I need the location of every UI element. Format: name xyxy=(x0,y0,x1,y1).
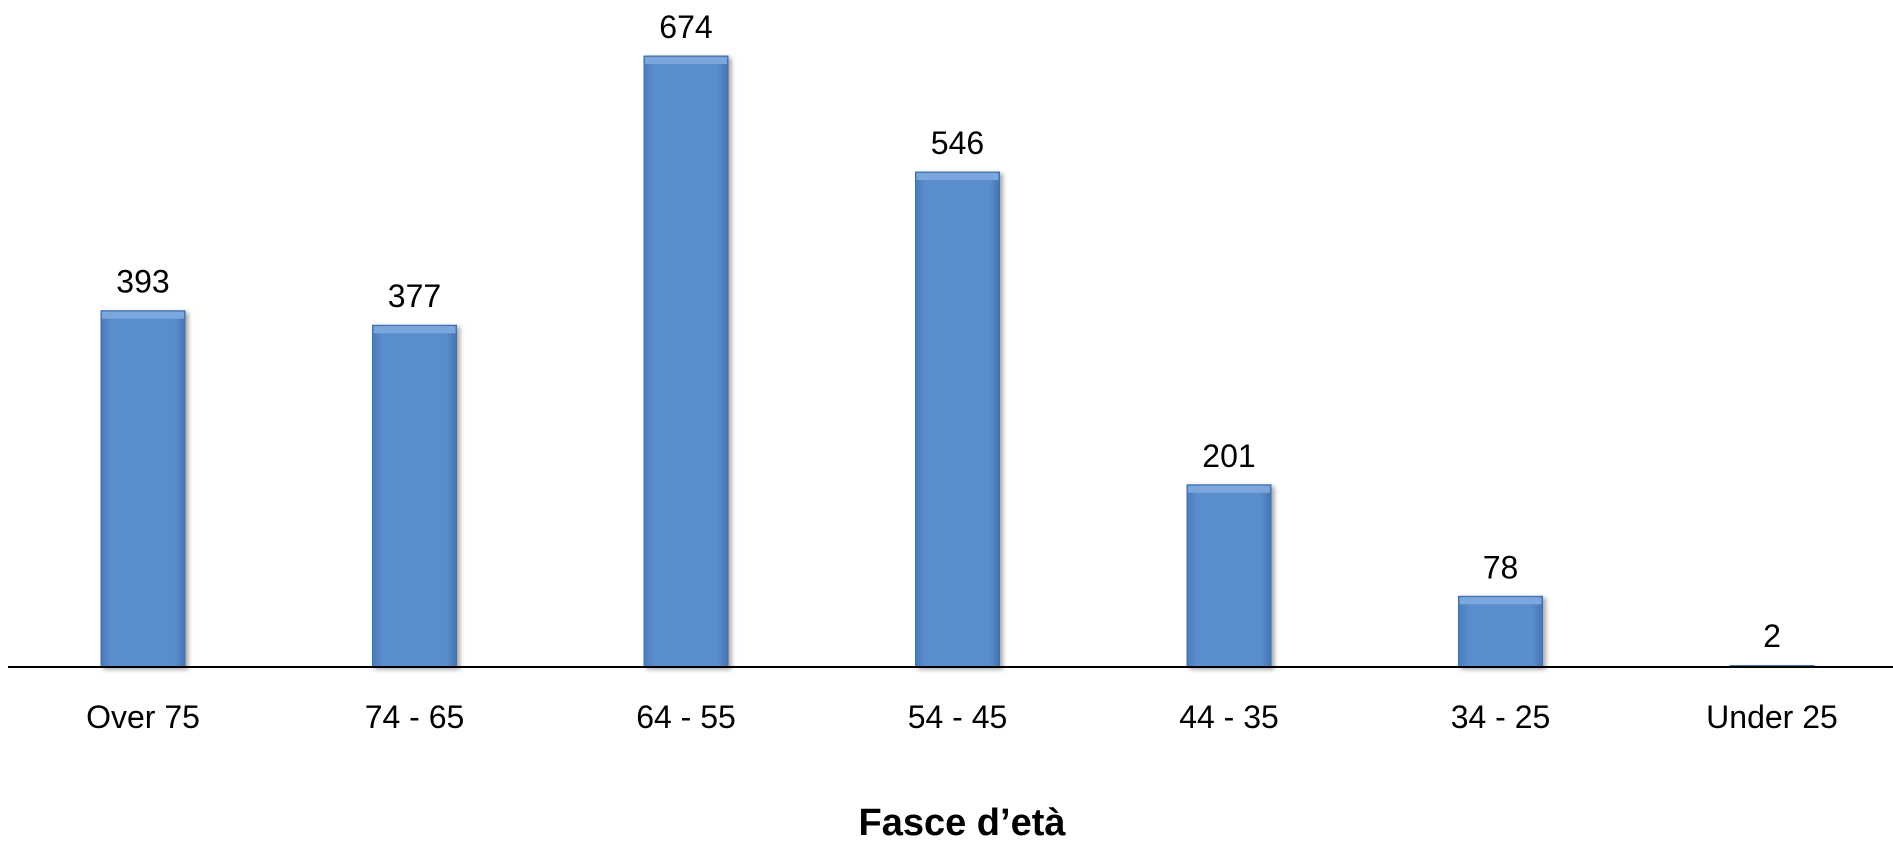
bar-top-bevel xyxy=(645,57,727,64)
data-label: 393 xyxy=(116,264,169,300)
category-label: 74 - 65 xyxy=(365,699,465,735)
bar-rect xyxy=(915,171,1000,668)
category-label: Under 25 xyxy=(1706,699,1838,735)
bar-rect xyxy=(1458,595,1543,668)
bar-3 xyxy=(915,171,1000,668)
data-label: 78 xyxy=(1483,549,1519,585)
data-label: 2 xyxy=(1763,618,1781,654)
bar-top-bevel xyxy=(102,311,184,319)
bar-top-bevel xyxy=(1188,485,1270,493)
bar-rect xyxy=(1186,484,1272,668)
category-label: 44 - 35 xyxy=(1179,699,1279,735)
bar-0 xyxy=(100,310,186,668)
bar-rect xyxy=(100,310,186,668)
category-label: 54 - 45 xyxy=(908,699,1008,735)
category-label: 34 - 25 xyxy=(1451,699,1551,735)
bar-top-bevel xyxy=(373,326,456,334)
bar-1 xyxy=(372,324,457,668)
data-labels-group: 393 377 674 546 201 78 2 xyxy=(116,9,1781,654)
data-label: 377 xyxy=(388,278,441,314)
bar-top-bevel xyxy=(916,173,999,181)
bar-4 xyxy=(1186,484,1272,668)
bar-rect xyxy=(643,55,729,668)
bar-rect xyxy=(372,324,457,668)
data-label: 201 xyxy=(1202,438,1255,474)
data-label: 546 xyxy=(931,125,984,161)
bar-top-bevel xyxy=(1459,597,1542,605)
bar-2 xyxy=(643,55,729,668)
bar-5 xyxy=(1458,595,1543,668)
category-labels-group: Over 75 74 - 65 64 - 55 54 - 45 44 - 35 34 - … xyxy=(86,699,1838,735)
category-label: 64 - 55 xyxy=(636,699,736,735)
category-label: Over 75 xyxy=(86,699,200,735)
data-label: 674 xyxy=(659,9,712,45)
x-axis-title: Fasce d’età xyxy=(859,802,1067,842)
